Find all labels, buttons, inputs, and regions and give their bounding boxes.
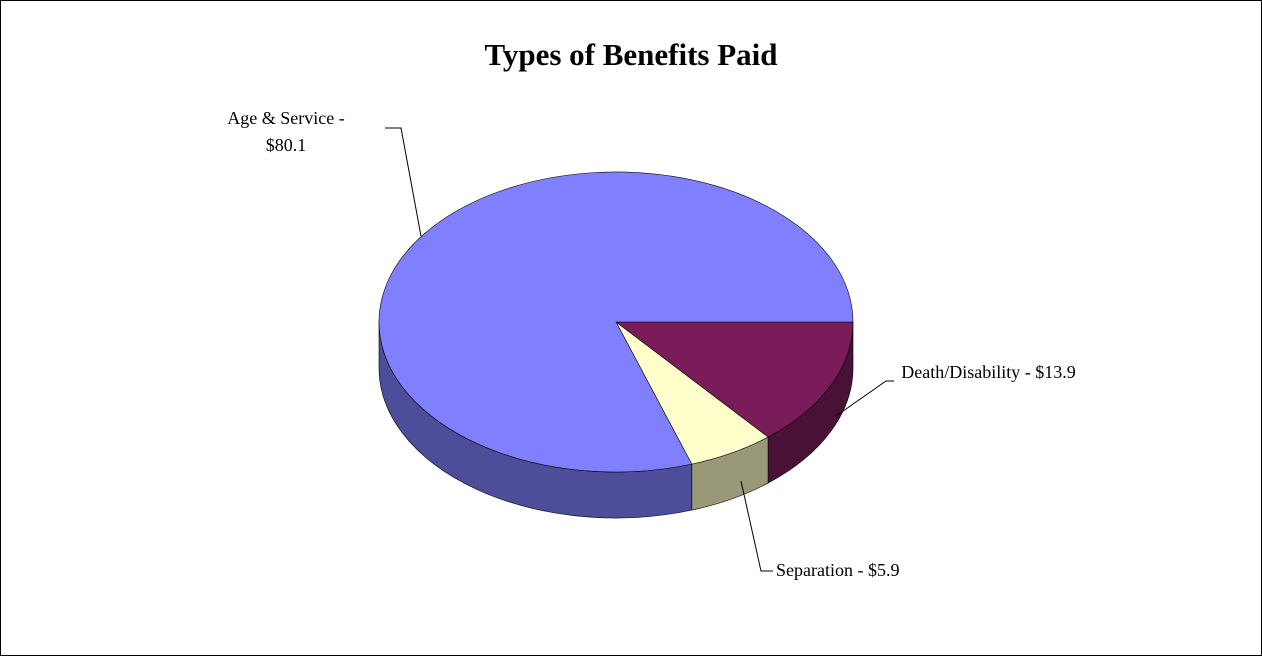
slice	[615, 321, 854, 438]
data-label: Age & Service - $80.1	[227, 108, 345, 155]
leader-line	[740, 480, 773, 572]
data-label: Separation - $5.9	[776, 560, 900, 580]
slice	[378, 171, 854, 473]
chart-title: Types of Benefits Paid	[484, 37, 778, 72]
leader-line	[385, 127, 422, 237]
data-label: Death/Disability - $13.9	[901, 362, 1076, 382]
leader-line	[835, 380, 894, 417]
